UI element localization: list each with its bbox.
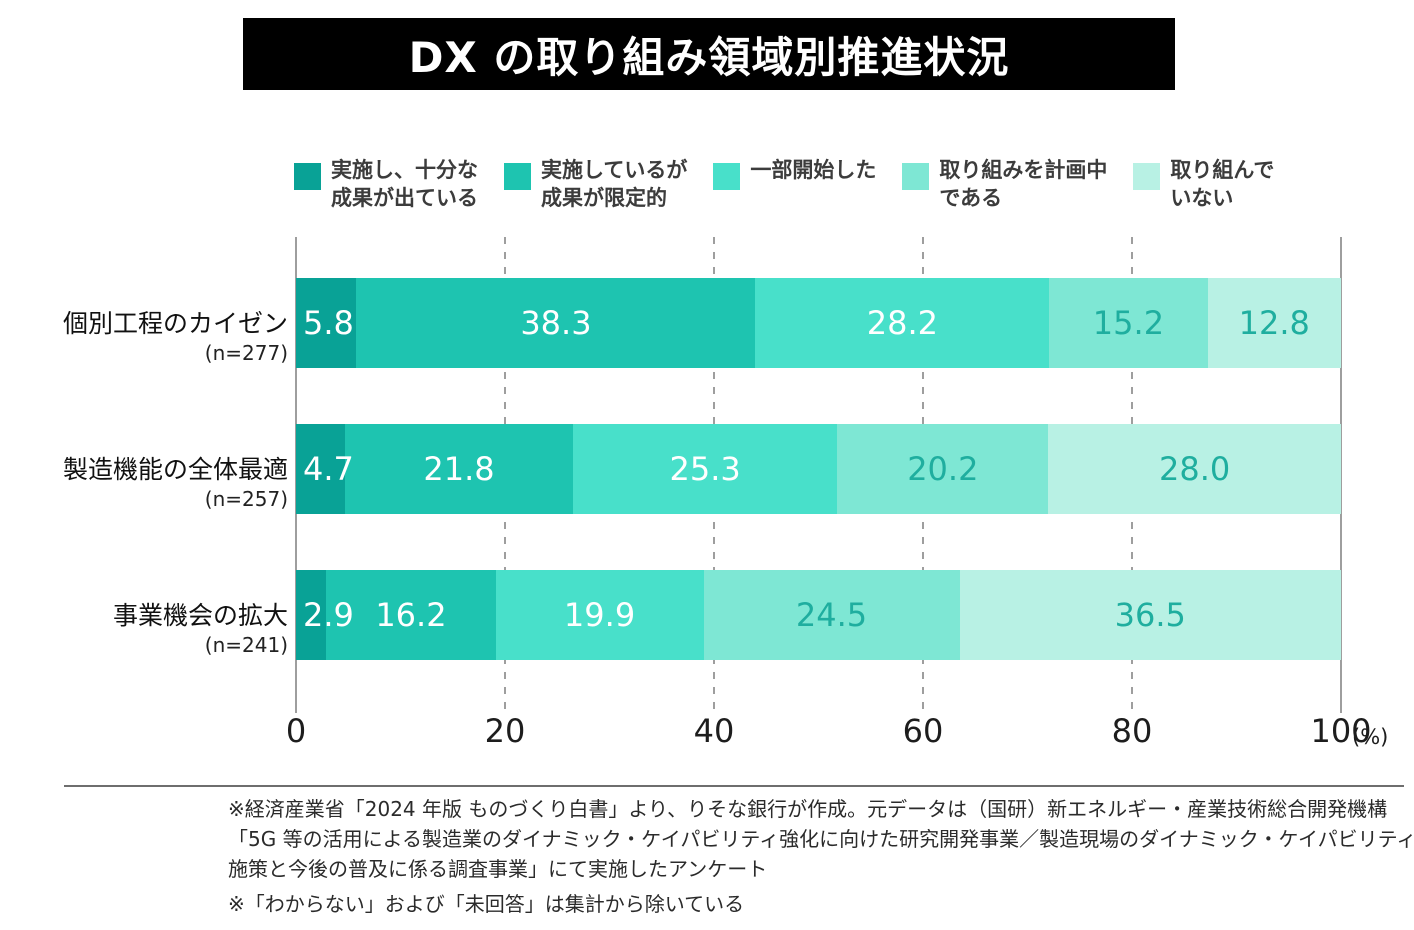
legend-item: 取り組んで いない <box>1133 156 1274 212</box>
gridline-solid <box>1340 237 1342 713</box>
legend-item: 実施し、十分な 成果が出ている <box>294 156 478 212</box>
category-name: 事業機会の拡大 <box>112 600 288 630</box>
x-tick-label: 20 <box>484 712 526 750</box>
value-label: 15.2 <box>1092 304 1165 342</box>
bar-segment: 28.2 <box>755 278 1050 368</box>
value-label: 38.3 <box>520 304 592 342</box>
legend-item: 実施しているが 成果が限定的 <box>504 156 687 212</box>
legend-label: 一部開始した <box>750 158 877 182</box>
bar-segment: 5.8 <box>296 278 357 368</box>
category-n: (n=241) <box>204 632 288 657</box>
legend-swatch-icon <box>1133 163 1161 190</box>
legend-label: 実施しているが 成果が限定的 <box>541 158 688 210</box>
legend: 実施し、十分な 成果が出ている 実施しているが 成果が限定的 一部開始した 取り組みを… <box>294 156 1364 212</box>
category-label: 事業機会の拡大 (n=241) <box>0 584 288 674</box>
bar-row: 2.9 16.2 19.9 24.5 36.5 <box>296 570 1341 660</box>
category-name: 個別工程のカイゼン <box>62 308 288 338</box>
legend-label: 取り組んで いない <box>1170 158 1275 210</box>
category-label: 個別工程のカイゼン (n=277) <box>0 292 288 382</box>
plot-area: 5.8 38.3 28.2 15.2 12.8 4.7 21.8 25.3 20.2 28.0 2.… <box>295 237 1342 713</box>
legend-item: 取り組みを計画中 である <box>902 156 1107 212</box>
value-label: 20.2 <box>907 450 979 488</box>
bar-segment: 25.3 <box>572 424 838 514</box>
legend-label: 実施し、十分な 成果が出ている <box>331 158 478 210</box>
category-n: (n=277) <box>204 340 288 365</box>
bar-segment: 21.8 <box>345 424 573 514</box>
x-axis-unit: (%) <box>1352 725 1389 749</box>
bar-segment: 28.0 <box>1048 424 1341 514</box>
bar-segment: 38.3 <box>356 278 756 368</box>
bar-segment: 15.2 <box>1049 278 1208 368</box>
bar-row: 4.7 21.8 25.3 20.2 28.0 <box>296 424 1341 514</box>
footnote-line: ※経済産業省「2024 年版 ものづくり白書」より、りそな銀行が作成。元データは… <box>228 797 1388 821</box>
bar-segment: 2.9 <box>296 570 354 660</box>
value-label: 28.2 <box>866 304 938 342</box>
legend-swatch-icon <box>294 163 321 190</box>
footer-divider <box>64 785 1404 787</box>
chart-title-bar: DX の取り組み領域別推進状況 <box>243 18 1175 90</box>
x-tick-label: 60 <box>902 712 944 750</box>
x-tick-label: 40 <box>693 712 735 750</box>
value-label: 5.8 <box>303 304 354 342</box>
legend-label: 取り組みを計画中 である <box>939 158 1108 210</box>
legend-swatch-icon <box>504 163 531 190</box>
category-label: 製造機能の全体最適 (n=257) <box>0 438 288 528</box>
legend-item: 一部開始した <box>713 156 876 212</box>
value-label: 2.9 <box>303 596 354 634</box>
bar-segment: 20.2 <box>837 424 1049 514</box>
footnotes: ※経済産業省「2024 年版 ものづくり白書」より、りそな銀行が作成。元データは… <box>228 794 1414 919</box>
value-label: 12.8 <box>1238 304 1310 342</box>
footnote-line: 「5G 等の活用による製造業のダイナミック・ケイパビリティ強化に向けた研究開発事… <box>228 827 1414 851</box>
legend-swatch-icon <box>713 163 741 190</box>
bar-segment: 19.9 <box>495 570 704 660</box>
value-label: 36.5 <box>1114 596 1186 634</box>
bar-segment: 4.7 <box>296 424 354 514</box>
category-n: (n=257) <box>204 486 288 511</box>
value-label: 19.9 <box>563 596 636 634</box>
value-label: 28.0 <box>1159 450 1231 488</box>
footnote-line: 施策と今後の普及に係る調査事業」にて実施したアンケート <box>228 857 768 881</box>
category-name: 製造機能の全体最適 <box>62 454 288 484</box>
footnote-line: ※「わからない」および「未回答」は集計から除いている <box>228 892 745 916</box>
value-label: 21.8 <box>423 450 495 488</box>
bar-segment: 12.8 <box>1207 278 1341 368</box>
x-tick-label: 80 <box>1111 712 1153 750</box>
bar-segment: 36.5 <box>959 570 1341 660</box>
x-tick-label: 100 <box>1310 712 1372 750</box>
value-label: 25.3 <box>669 450 741 488</box>
chart-title: DX の取り組み領域別推進状況 <box>408 32 1010 82</box>
value-label: 24.5 <box>795 596 868 634</box>
x-tick-label: 0 <box>285 712 307 750</box>
bar-segment: 16.2 <box>326 570 496 660</box>
legend-swatch-icon <box>902 163 930 190</box>
value-label: 16.2 <box>375 596 447 634</box>
bar-segment: 24.5 <box>703 570 960 660</box>
value-label: 4.7 <box>303 450 354 488</box>
bar-row: 5.8 38.3 28.2 15.2 12.8 <box>296 278 1341 368</box>
